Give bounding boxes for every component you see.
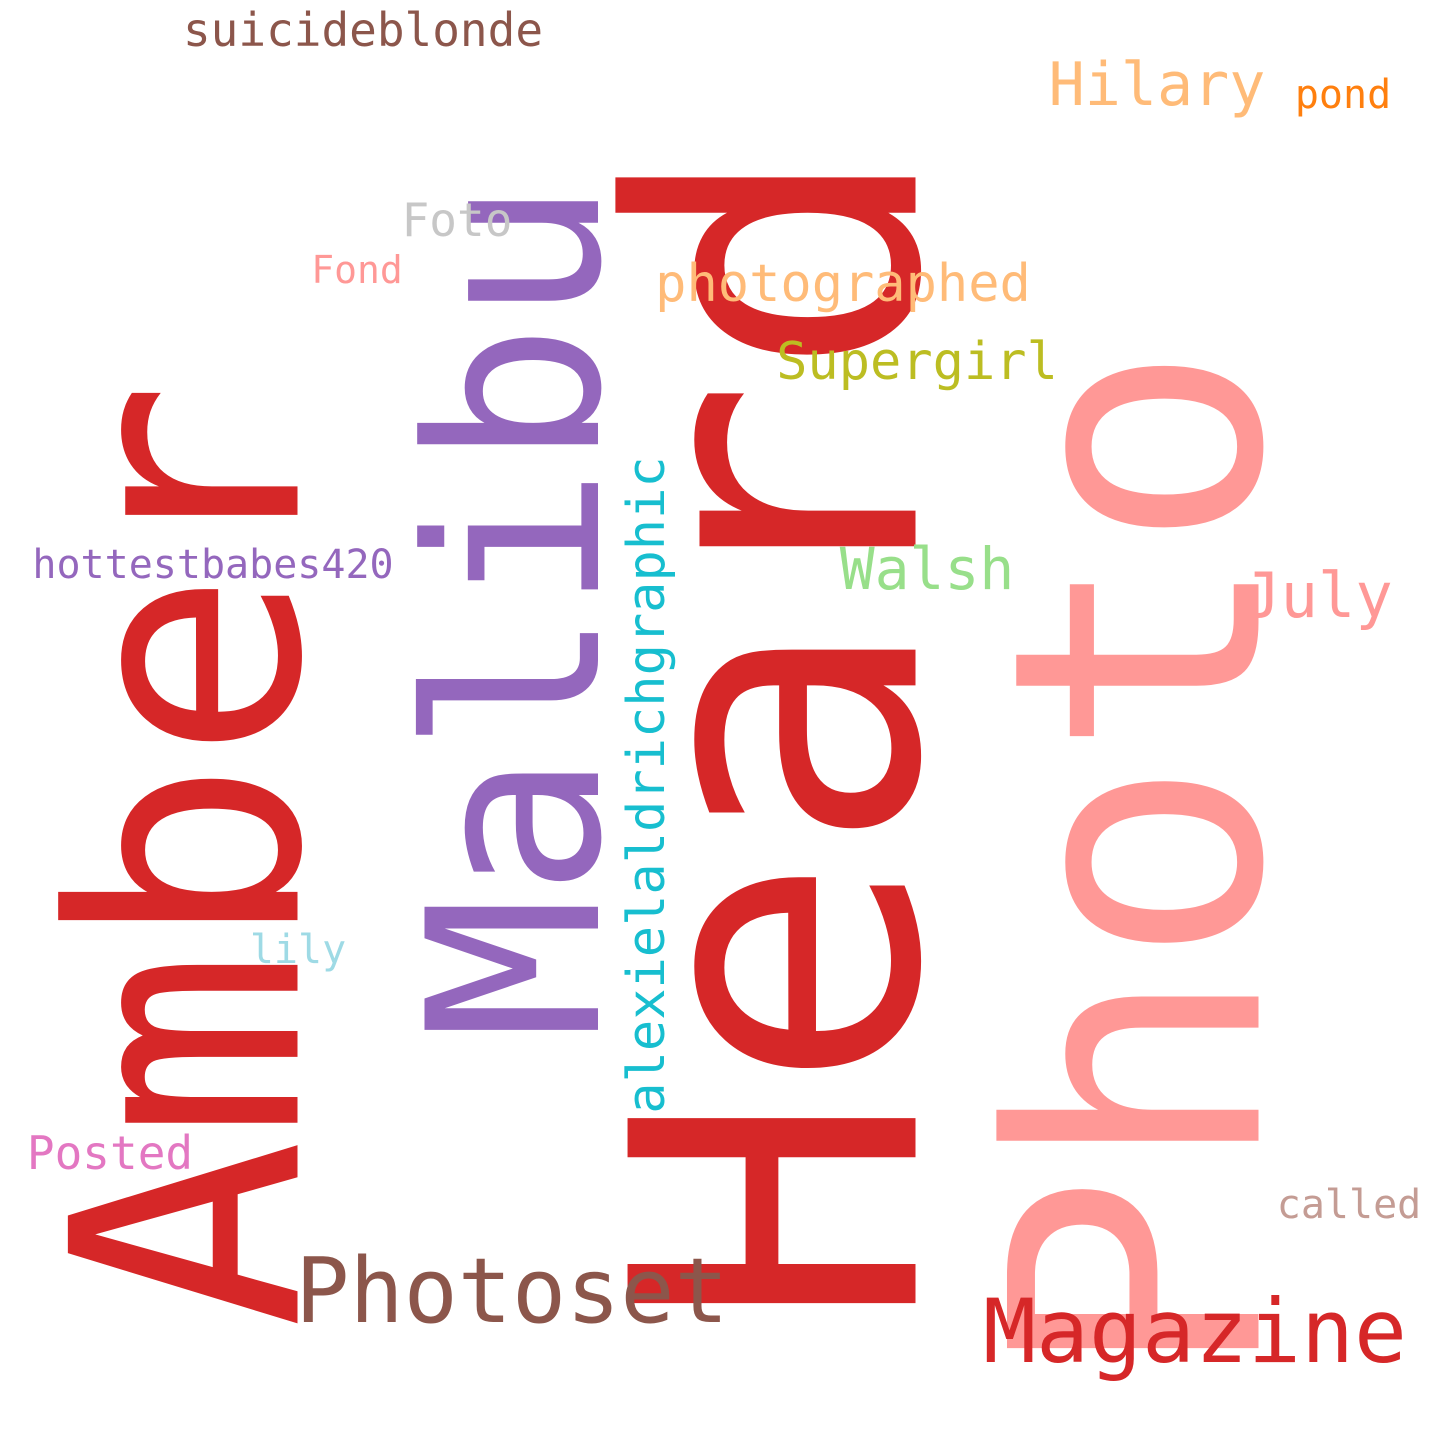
word-pond: pond bbox=[1294, 72, 1392, 118]
word-photo: Photo bbox=[939, 342, 1341, 1382]
word-supergirl: Supergirl bbox=[776, 332, 1058, 392]
word-amber: Amber bbox=[6, 380, 373, 1330]
word-called: called bbox=[1276, 1182, 1422, 1228]
word-fond: Fond bbox=[311, 248, 403, 292]
word-photoset: Photoset bbox=[295, 1239, 729, 1344]
word-july: July bbox=[1243, 559, 1393, 632]
word-malibu: Malibu bbox=[378, 180, 655, 1040]
word-photographed: photographed bbox=[655, 254, 1031, 314]
word-suicideblonde: suicideblonde bbox=[182, 3, 544, 57]
word-magazine: Magazine bbox=[983, 1280, 1407, 1383]
word-alexielaldrichgraphic: alexielaldrichgraphic bbox=[617, 456, 677, 1114]
word-posted: Posted bbox=[26, 1126, 194, 1180]
word-foto: Foto bbox=[401, 193, 513, 247]
word-hilary: Hilary bbox=[1048, 50, 1266, 120]
word-lily: lily bbox=[249, 927, 347, 973]
word-hottestbabes420: hottestbabes420 bbox=[32, 542, 394, 588]
word-walsh: Walsh bbox=[839, 535, 1015, 603]
